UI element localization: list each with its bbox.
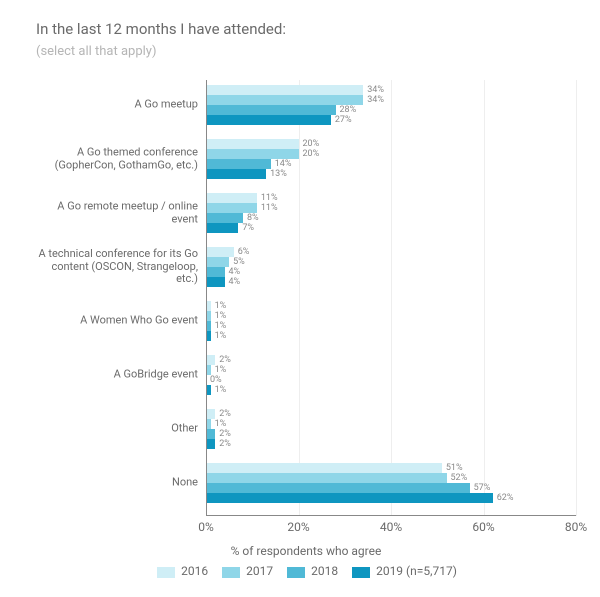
bar-value-label: 1% [215, 331, 227, 341]
x-tick-label: 80% [565, 520, 587, 534]
legend-item: 2019 (n=5,717) [338, 561, 457, 583]
legend-label: 2018 [311, 564, 338, 578]
bar [206, 473, 447, 483]
bar-value-label: 4% [229, 267, 241, 277]
bar-group: A GoBridge event2%1%0%1% [36, 350, 576, 400]
legend-item: 2017 [208, 561, 273, 583]
bar [206, 439, 215, 449]
bar [206, 95, 363, 105]
bar-value-label: 2% [219, 439, 231, 449]
x-tick-label: 40% [380, 520, 402, 534]
legend-item: 2016 [143, 561, 208, 583]
bar [206, 105, 336, 115]
category-label: Other [36, 423, 198, 436]
bar-value-label: 2% [219, 409, 231, 419]
bar [206, 159, 271, 169]
bar-value-label: 5% [233, 257, 245, 267]
bar-value-label: 2% [219, 429, 231, 439]
bar [206, 355, 215, 365]
bar [206, 463, 442, 473]
legend-swatch [157, 567, 175, 578]
bar-group: A Go themed conference (GopherCon, Gotha… [36, 134, 576, 184]
category-label: A Go remote meetup / online event [36, 200, 198, 225]
plot-area: % of respondents who agree 0%20%40%60%80… [36, 80, 576, 516]
bar-value-label: 27% [335, 115, 352, 125]
bar-value-label: 0% [210, 375, 222, 385]
x-tick-label: 20% [287, 520, 309, 534]
chart-title: In the last 12 months I have attended: [36, 20, 286, 38]
x-tick-label: 0% [198, 520, 214, 534]
bar-value-label: 1% [215, 301, 227, 311]
bar-group: A Women Who Go event1%1%1%1% [36, 296, 576, 346]
bar [206, 139, 299, 149]
legend-label: 2016 [181, 564, 208, 578]
bar [206, 429, 215, 439]
bar-group: A Go remote meetup / online event 11%11%8… [36, 188, 576, 238]
bar [206, 85, 363, 95]
bar-value-label: 7% [242, 223, 254, 233]
bar-value-label: 34% [367, 85, 384, 95]
bar-value-label: 8% [247, 213, 259, 223]
bar [206, 115, 331, 125]
bar-group: A technical conference for its Go conten… [36, 242, 576, 292]
bar-value-label: 6% [238, 247, 250, 257]
bar-groups: A Go meetup 34%34% 28%27% A Go themed confe… [36, 80, 576, 516]
bar-value-label: 11% [261, 193, 278, 203]
bar-value-label: 2% [219, 355, 231, 365]
bar [206, 277, 225, 287]
category-label: A GoBridge event [36, 369, 198, 382]
bar [206, 169, 266, 179]
category-label: A Women Who Go event [36, 315, 198, 328]
x-axis [206, 515, 576, 516]
chart-subtitle: (select all that apply) [36, 44, 156, 59]
legend-swatch [287, 567, 305, 578]
bar-value-label: 20% [303, 139, 320, 149]
bar [206, 213, 243, 223]
y-axis [206, 80, 207, 516]
legend-label: 2017 [246, 564, 273, 578]
category-label: None [36, 477, 198, 490]
legend-swatch [352, 567, 370, 578]
bar [206, 267, 225, 277]
bar-value-label: 51% [446, 463, 463, 473]
bar-value-label: 57% [474, 483, 491, 493]
category-label: A Go themed conference (GopherCon, Gotha… [36, 146, 198, 171]
x-axis-title: % of respondents who agree [36, 544, 576, 558]
bar [206, 493, 493, 503]
survey-chart: In the last 12 months I have attended: (… [0, 0, 600, 597]
bar-value-label: 13% [270, 169, 287, 179]
legend-swatch [222, 567, 240, 578]
category-label: A technical conference for its Go conten… [36, 248, 198, 286]
bar-value-label: 1% [215, 365, 227, 375]
bar [206, 149, 299, 159]
bar [206, 193, 257, 203]
bar-value-label: 4% [229, 277, 241, 287]
legend: 2016 2017 2018 2019 (n=5,717) [0, 561, 600, 583]
bar [206, 223, 238, 233]
x-tick-label: 60% [472, 520, 494, 534]
bar-value-label: 11% [261, 203, 278, 213]
bar [206, 257, 229, 267]
bar-value-label: 52% [451, 473, 468, 483]
bar-value-label: 1% [215, 311, 227, 321]
bar-value-label: 20% [303, 149, 320, 159]
bar [206, 409, 215, 419]
category-label: A Go meetup [36, 99, 198, 112]
bar-group: Other2%1%2%2% [36, 404, 576, 454]
bar-value-label: 1% [215, 321, 227, 331]
bar-value-label: 62% [497, 493, 514, 503]
bar [206, 247, 234, 257]
bar-group: A Go meetup 34%34% 28%27% [36, 80, 576, 130]
gridline [576, 80, 577, 516]
legend-item: 2018 [273, 561, 338, 583]
bar-value-label: 1% [215, 385, 227, 395]
bar-value-label: 1% [215, 419, 227, 429]
bar [206, 483, 470, 493]
bar-group: None 51%52% 57% 62% [36, 458, 576, 508]
bar-value-label: 28% [340, 105, 357, 115]
bar-value-label: 14% [275, 159, 292, 169]
legend-label: 2019 (n=5,717) [376, 564, 457, 578]
bar-value-label: 34% [367, 95, 384, 105]
bar [206, 203, 257, 213]
